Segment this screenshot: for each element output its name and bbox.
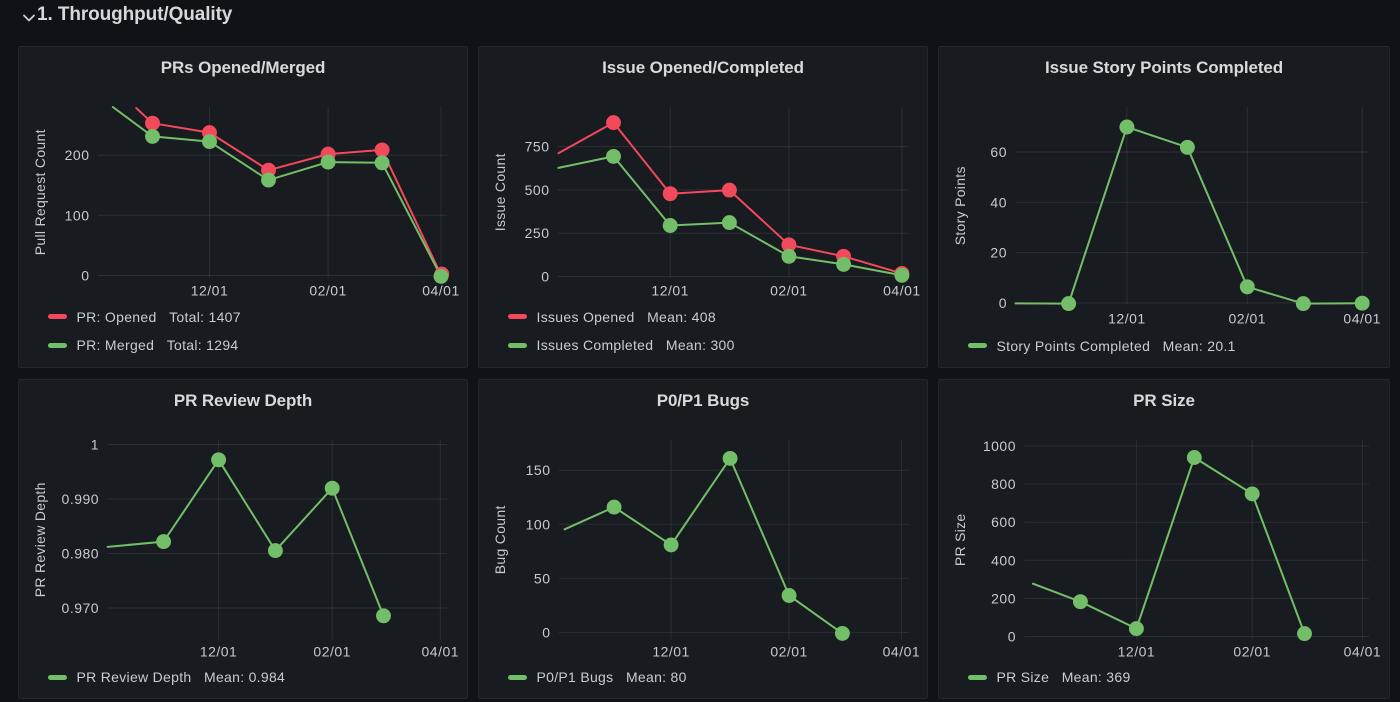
svg-text:12/01: 12/01 [1108,311,1146,327]
svg-text:Issue Story Points Completed: Issue Story Points Completed [1045,58,1283,77]
svg-text:Issue Opened/Completed: Issue Opened/Completed [602,58,804,77]
svg-text:04/01: 04/01 [1343,311,1381,327]
svg-text:0: 0 [999,295,1007,311]
svg-text:0.980: 0.980 [62,546,100,562]
svg-text:12/01: 12/01 [200,644,238,660]
svg-text:02/01: 02/01 [1233,644,1271,660]
svg-text:400: 400 [991,552,1016,568]
svg-text:12/01: 12/01 [651,283,689,299]
svg-text:1000: 1000 [983,438,1016,454]
svg-text:04/01: 04/01 [422,283,460,299]
svg-text:PR Size: PR Size [1133,391,1195,410]
svg-text:200: 200 [991,590,1016,606]
svg-text:Bug Count: Bug Count [492,505,508,574]
svg-text:600: 600 [991,514,1016,530]
svg-text:04/01: 04/01 [883,283,921,299]
svg-text:20: 20 [990,245,1007,261]
svg-text:0.970: 0.970 [62,600,100,616]
svg-text:Issue Count: Issue Count [492,153,508,231]
svg-text:100: 100 [65,207,90,223]
svg-text:1: 1 [91,437,99,453]
svg-text:100: 100 [526,516,551,532]
svg-text:800: 800 [991,476,1016,492]
svg-text:P0/P1 Bugs: P0/P1 Bugs [657,391,750,410]
svg-text:0: 0 [1008,629,1016,645]
svg-text:PR Review Depth: PR Review Depth [32,482,48,597]
svg-text:04/01: 04/01 [422,644,460,660]
svg-text:PRs Opened/Merged: PRs Opened/Merged [161,58,326,77]
svg-text:02/01: 02/01 [1229,311,1267,327]
svg-text:04/01: 04/01 [1344,644,1382,660]
svg-text:0: 0 [541,269,549,285]
svg-text:0: 0 [542,624,550,640]
svg-text:50: 50 [534,570,551,586]
svg-text:PR Review Depth: PR Review Depth [174,391,312,410]
svg-text:500: 500 [525,182,550,198]
svg-text:04/01: 04/01 [883,644,921,660]
svg-text:02/01: 02/01 [313,644,351,660]
svg-text:200: 200 [65,147,90,163]
svg-text:02/01: 02/01 [309,283,347,299]
svg-text:0: 0 [81,268,89,284]
svg-text:750: 750 [525,139,550,155]
svg-text:PR Size: PR Size [952,513,968,566]
svg-text:Pull Request Count: Pull Request Count [32,129,48,255]
svg-text:60: 60 [990,144,1007,160]
svg-text:12/01: 12/01 [191,283,229,299]
svg-text:40: 40 [990,194,1007,210]
svg-text:02/01: 02/01 [770,283,808,299]
svg-text:150: 150 [526,462,551,478]
svg-text:02/01: 02/01 [770,644,808,660]
svg-text:250: 250 [525,225,550,241]
svg-text:0.990: 0.990 [62,491,100,507]
svg-text:12/01: 12/01 [1118,644,1156,660]
svg-text:12/01: 12/01 [652,644,690,660]
svg-text:Story Points: Story Points [952,166,968,245]
